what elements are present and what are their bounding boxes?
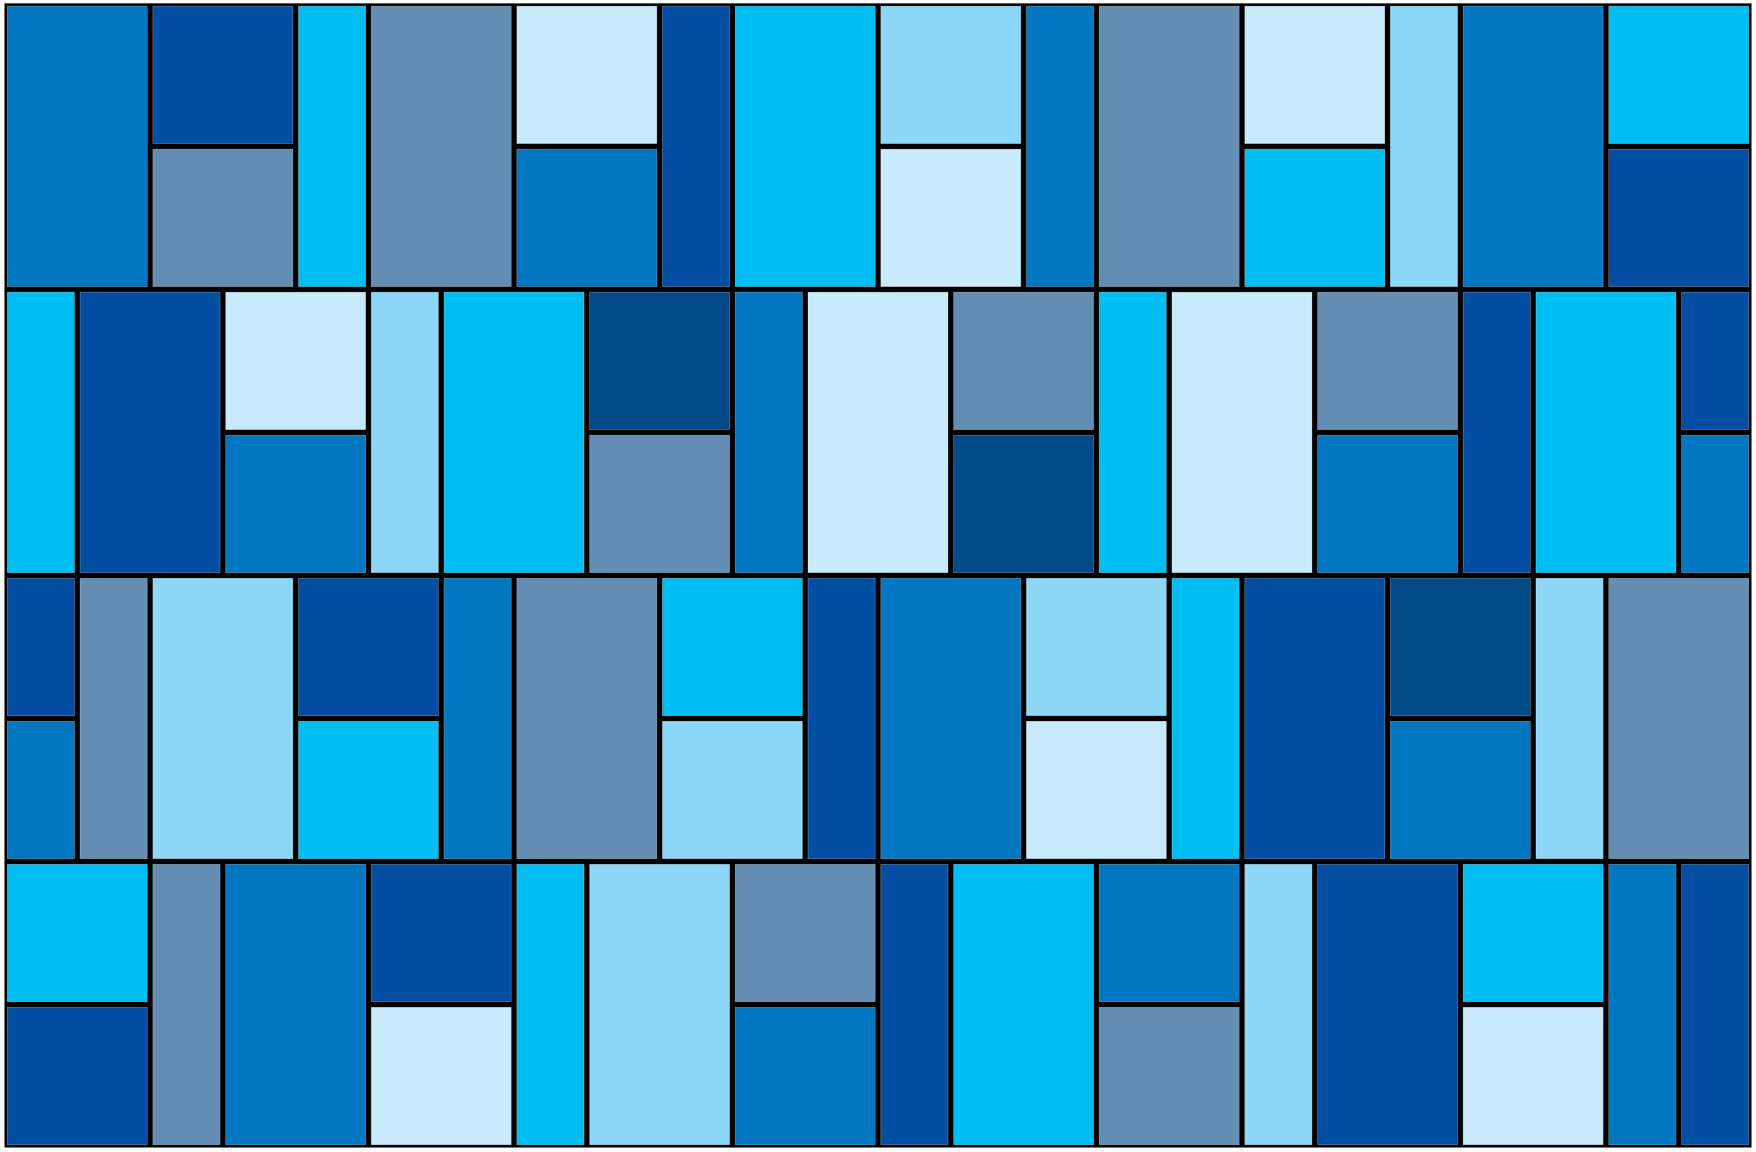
- tile-r4-c1-top: [6, 863, 148, 1003]
- tile-r2-c13: [1462, 291, 1531, 573]
- tile-r3-c1-bottom: [6, 720, 75, 860]
- tile-r3-c1-top: [6, 577, 75, 716]
- tile-r4-c4-top: [370, 863, 512, 1003]
- tile-r4-c8: [880, 863, 949, 1146]
- tile-r2-c11: [1171, 291, 1313, 573]
- tile-r1-c5-bottom: [516, 148, 658, 287]
- tile-r3-c7-top: [662, 577, 803, 716]
- tile-r3-c5: [443, 577, 512, 860]
- tile-r1-c1: [6, 5, 148, 287]
- tile-r1-c11-bottom: [1244, 148, 1386, 287]
- tile-r1-c8-top: [880, 5, 1022, 144]
- tile-r4-c9: [953, 863, 1094, 1146]
- tile-r4-c13-bottom: [1462, 1006, 1604, 1146]
- tile-r4-c15: [1681, 863, 1750, 1146]
- tile-r1-c6: [662, 5, 730, 287]
- tile-r1-c5-top: [516, 5, 658, 144]
- tile-r1-c14-top: [1608, 5, 1750, 144]
- tile-r4-c7-bottom: [734, 1006, 876, 1146]
- tile-r1-c2-top: [152, 5, 294, 144]
- tile-r2-c9-top: [953, 291, 1094, 430]
- tile-r1-c11-top: [1244, 5, 1386, 144]
- tile-r3-c7-bottom: [662, 720, 803, 860]
- tile-r3-c4-bottom: [298, 720, 439, 860]
- tile-r3-c15: [1608, 577, 1750, 860]
- tile-r3-c4-top: [298, 577, 439, 716]
- tile-r4-c11: [1244, 863, 1313, 1146]
- tile-r2-c3-bottom: [225, 434, 366, 573]
- tile-r1-c3: [298, 5, 366, 287]
- tile-r3-c12: [1244, 577, 1386, 860]
- tile-r4-c10-bottom: [1098, 1006, 1240, 1146]
- tile-r4-c14: [1608, 863, 1677, 1146]
- tile-r3-c8: [807, 577, 876, 860]
- tile-r1-c2-bottom: [152, 148, 294, 287]
- tile-r3-c10-bottom: [1026, 720, 1167, 860]
- tile-r3-c11: [1171, 577, 1240, 860]
- tile-r3-c13-bottom: [1390, 720, 1531, 860]
- tile-r2-c14: [1535, 291, 1677, 573]
- tile-r4-c6: [589, 863, 730, 1146]
- tile-r1-c13: [1462, 5, 1604, 287]
- tile-r4-c10-top: [1098, 863, 1240, 1003]
- tile-r2-c7: [734, 291, 803, 573]
- tile-r4-c5: [516, 863, 585, 1146]
- tile-r2-c2: [79, 291, 221, 573]
- tile-r3-c10-top: [1026, 577, 1167, 716]
- tile-r1-c12: [1390, 5, 1458, 287]
- tile-r2-c5: [443, 291, 585, 573]
- tile-r3-c3: [152, 577, 294, 860]
- tile-r2-c8: [807, 291, 949, 573]
- tile-r2-c10: [1098, 291, 1167, 573]
- tile-r2-c12-bottom: [1317, 434, 1458, 573]
- tile-r1-c8-bottom: [880, 148, 1022, 287]
- tile-r2-c15-bottom: [1681, 434, 1750, 573]
- tile-r2-c1: [6, 291, 75, 573]
- tile-r2-c3-top: [225, 291, 366, 430]
- tile-r4-c1-bottom: [6, 1006, 148, 1146]
- tile-r3-c13-top: [1390, 577, 1531, 716]
- tile-r1-c10: [1098, 5, 1240, 287]
- tile-r2-c6-top: [589, 291, 730, 430]
- tile-r4-c4-bottom: [370, 1006, 512, 1146]
- tile-r4-c7-top: [734, 863, 876, 1003]
- tile-r3-c2: [79, 577, 148, 860]
- tile-r2-c6-bottom: [589, 434, 730, 573]
- tile-r1-c4: [370, 5, 512, 287]
- tile-r3-c9: [880, 577, 1022, 860]
- tile-r1-c7: [734, 5, 876, 287]
- tile-r4-c12: [1317, 863, 1458, 1146]
- tile-r2-c4: [370, 291, 439, 573]
- tile-r4-c2: [152, 863, 221, 1146]
- tile-r2-c9-bottom: [953, 434, 1094, 573]
- tile-r3-c14: [1535, 577, 1604, 860]
- tile-r4-c3: [225, 863, 366, 1146]
- tile-r2-c12-top: [1317, 291, 1458, 430]
- tile-r4-c13-top: [1462, 863, 1604, 1003]
- tile-r1-c14-bottom: [1608, 148, 1750, 287]
- tile-r1-c9: [1026, 5, 1094, 287]
- tile-r2-c15-top: [1681, 291, 1750, 430]
- tile-r3-c6: [516, 577, 658, 860]
